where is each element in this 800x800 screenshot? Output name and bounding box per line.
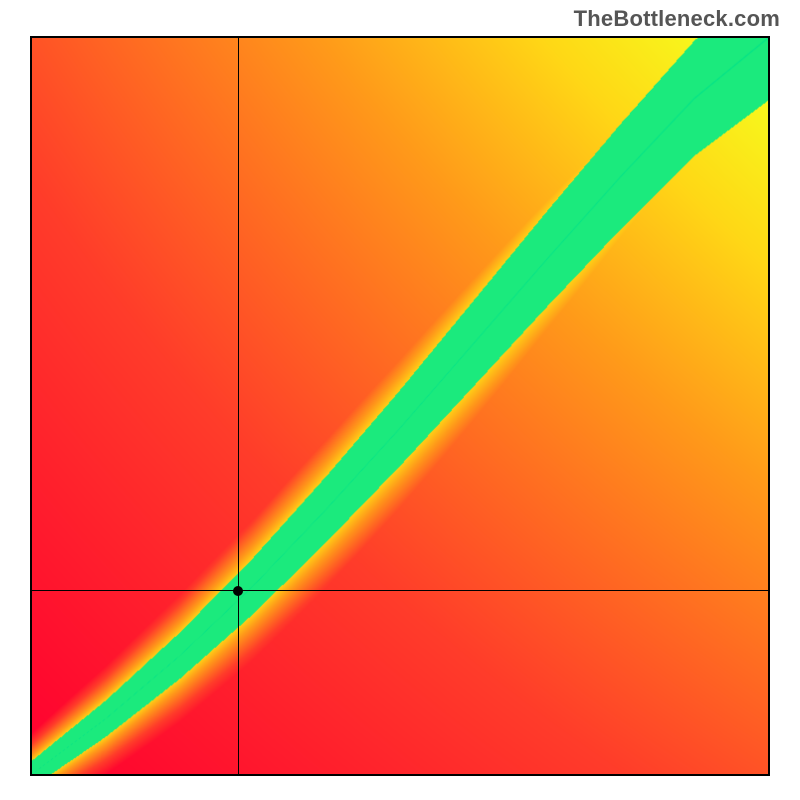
plot-frame — [30, 36, 770, 776]
figure-container: TheBottleneck.com — [0, 0, 800, 800]
crosshair-horizontal-line — [32, 590, 768, 591]
crosshair-vertical-line — [238, 38, 239, 774]
heatmap-canvas — [32, 38, 768, 774]
watermark-text: TheBottleneck.com — [574, 6, 780, 32]
crosshair-marker-dot — [233, 586, 243, 596]
